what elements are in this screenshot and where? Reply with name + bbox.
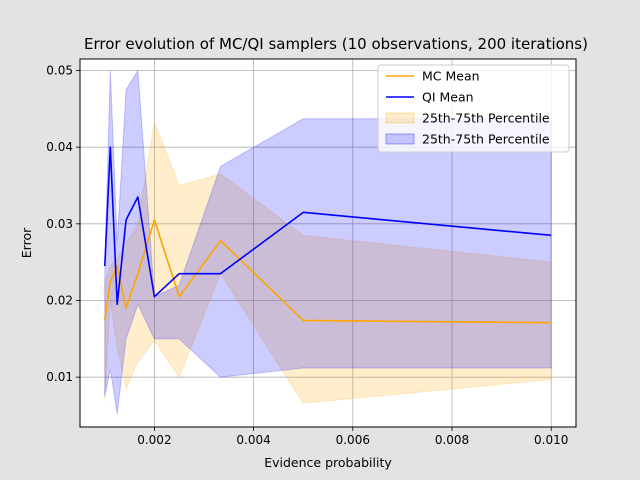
percentile-band-1: [104, 120, 552, 404]
x-tick-label: 0.006: [336, 433, 370, 447]
y-tick-label: 0.01: [46, 370, 73, 384]
legend-label: MC Mean: [422, 69, 480, 84]
x-axis-label: Evidence probability: [264, 455, 392, 470]
y-tick-label: 0.03: [46, 217, 73, 231]
y-tick-label: 0.02: [46, 294, 73, 308]
series-lines: [104, 146, 552, 324]
legend-label: 25th-75th Percentile: [422, 132, 550, 147]
legend: MC Mean QI Mean 25th-75th Percentile 25th-7…: [377, 64, 570, 153]
y-axis-label: Error: [19, 227, 34, 258]
axis-ticks: 0.002 0.004 0.006 0.008 0.010 0.01 0.02 0.03 0.0…: [46, 64, 568, 448]
x-tick-label: 0.004: [236, 433, 270, 447]
legend-band-swatch: [385, 112, 415, 124]
chart-title: Error evolution of MC/QI samplers (10 ob…: [84, 35, 588, 53]
y-tick-label: 0.05: [46, 64, 73, 78]
legend-box: [377, 64, 570, 153]
percentile-band-2: [104, 68, 552, 415]
series-line-qi-mean: [104, 146, 552, 306]
x-tick-label: 0.008: [435, 433, 469, 447]
legend-label: 25th-75th Percentile: [422, 111, 550, 126]
percentile-bands: [104, 68, 552, 415]
x-tick-label: 0.010: [534, 433, 568, 447]
plot-frame: [79, 58, 577, 428]
x-tick-label: 0.002: [137, 433, 171, 447]
legend-band-swatch: [385, 133, 415, 145]
y-tick-label: 0.04: [46, 140, 73, 154]
legend-label: QI Mean: [422, 90, 474, 105]
